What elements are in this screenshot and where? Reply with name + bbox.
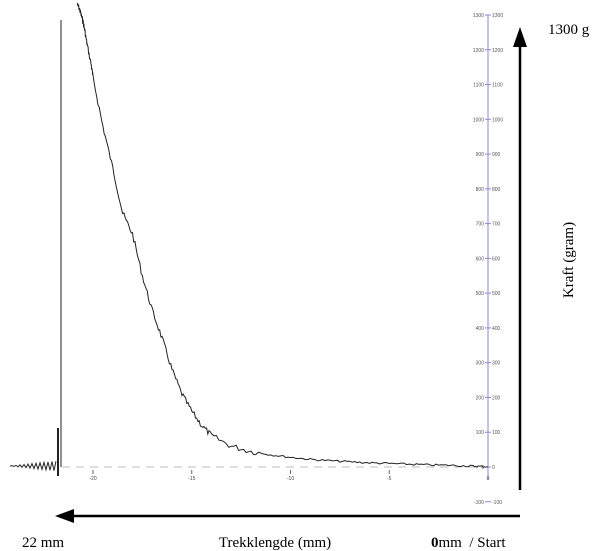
x-zero-label: 0mm / Start bbox=[431, 535, 506, 551]
y-tick-label-left: 0 bbox=[481, 465, 484, 471]
y-tick-label-right: 200 bbox=[492, 395, 501, 401]
x-tick-label: -10 bbox=[287, 476, 294, 482]
y-tick-label-right: 500 bbox=[492, 291, 501, 297]
y-tick-label-left: -100 bbox=[474, 500, 484, 506]
series-line bbox=[76, 3, 489, 468]
y-tick-label-left: 600 bbox=[476, 256, 485, 262]
noise-segment bbox=[9, 460, 57, 472]
y-tick-label-left: 700 bbox=[476, 222, 485, 228]
y-tick-label-left: 500 bbox=[476, 291, 485, 297]
y-tick-label-right: 0 bbox=[492, 465, 495, 471]
y-tick-label-right: 400 bbox=[492, 326, 501, 332]
x-arrow-head bbox=[55, 509, 74, 523]
y-tick-label-right: 300 bbox=[492, 361, 501, 367]
y-tick-label-left: 900 bbox=[476, 152, 485, 158]
y-tick-label-right: 700 bbox=[492, 222, 501, 228]
y-tick-label-right: 600 bbox=[492, 256, 501, 262]
y-tick-label-left: 1200 bbox=[473, 48, 484, 54]
y-tick-label-right: 1200 bbox=[492, 48, 503, 54]
x-min-label: 22 mm bbox=[22, 535, 64, 551]
x-zero-label-rest: mm / Start bbox=[439, 535, 507, 551]
y-tick-label-right: 1100 bbox=[492, 83, 503, 89]
y-tick-label-left: 300 bbox=[476, 361, 485, 367]
y-tick-label-left: 100 bbox=[476, 430, 485, 436]
y-tick-label-right: 1300 bbox=[492, 13, 503, 19]
y-tick-label-left: 200 bbox=[476, 395, 485, 401]
x-tick-label: -15 bbox=[188, 476, 195, 482]
x-axis-label: Trekklengde (mm) bbox=[219, 535, 331, 551]
y-max-label: 1300 g bbox=[548, 22, 590, 38]
y-tick-label-right: 900 bbox=[492, 152, 501, 158]
y-tick-label-right: 800 bbox=[492, 187, 501, 193]
y-tick-label-left: 1300 bbox=[473, 13, 484, 19]
x-tick-group: -20-15-10-50 bbox=[89, 470, 490, 482]
x-tick-label: -5 bbox=[387, 476, 392, 482]
y-tick-label-left: 1000 bbox=[473, 117, 484, 123]
y-tick-label-left: 400 bbox=[476, 326, 485, 332]
y-tick-label-right: 1000 bbox=[492, 117, 503, 123]
y-tick-label-left: 800 bbox=[476, 187, 485, 193]
y-tick-label-right: 100 bbox=[492, 430, 501, 436]
x-tick-label: -20 bbox=[89, 476, 96, 482]
y-arrow-head bbox=[513, 27, 527, 47]
y-tick-label-left: 1100 bbox=[473, 83, 484, 89]
x-zero-label-bold: 0 bbox=[431, 535, 439, 551]
y-axis-label: Kraft (gram) bbox=[561, 222, 577, 298]
y-tick-label-right: -100 bbox=[492, 500, 502, 506]
